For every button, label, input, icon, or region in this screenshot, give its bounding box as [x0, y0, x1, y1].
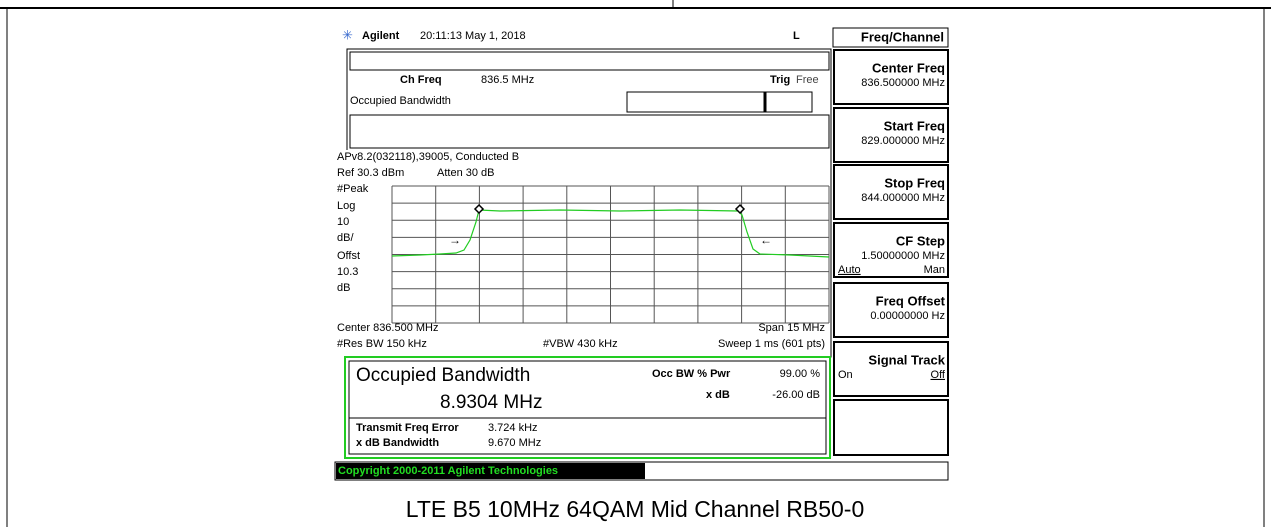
tfe: 3.724 kHz [488, 422, 538, 434]
xdb: -26.00 dB [772, 389, 820, 401]
softkey [833, 164, 949, 220]
occ-bw: 99.00 % [780, 368, 821, 380]
scale-label: Offst [337, 250, 360, 262]
indicator: L [793, 30, 800, 42]
softkey-option: Auto [838, 264, 861, 276]
xdb-bw: 9.670 MHz [488, 437, 541, 449]
softkey [833, 282, 949, 338]
vbw: #VBW 430 kHz [543, 338, 618, 350]
softkey-option: Man [924, 264, 945, 276]
softkey-label: Stop Freq [884, 175, 945, 190]
softkey-label: Start Freq [884, 118, 945, 133]
softkey-value: 1.50000000 MHz [861, 250, 945, 262]
softkey-value: 836.500000 MHz [861, 77, 945, 89]
menu-title-box [832, 27, 949, 48]
brand: Agilent [362, 30, 400, 42]
spectrum-trace [391, 209, 830, 258]
softkey [833, 107, 949, 163]
scale-label: #Peak [337, 183, 369, 195]
softkey-label: CF Step [896, 233, 945, 248]
scale-label: 10 [337, 216, 349, 228]
status-box [349, 51, 830, 71]
trig-mode: Free [796, 74, 819, 86]
softkey-value: 844.000000 MHz [861, 192, 945, 204]
timestamp: 20:11:13 May 1, 2018 [420, 30, 526, 42]
copyright: Copyright 2000-2011 Agilent Technologies [338, 465, 558, 477]
results-title: Occupied Bandwidth [356, 365, 530, 386]
span: Span 15 MHz [758, 322, 825, 334]
softkey-label: Signal Track [868, 352, 945, 367]
attenuation: Atten 30 dB [437, 167, 495, 179]
marker [473, 203, 485, 215]
progress-box [626, 91, 813, 113]
scale-label: dB [337, 282, 350, 294]
copyright-bar [334, 461, 949, 481]
results-inner [348, 360, 827, 455]
xdb-bw-label: x dB Bandwidth [356, 437, 439, 449]
marker-arrow: → [449, 233, 461, 247]
sweep: Sweep 1 ms (601 pts) [718, 338, 825, 350]
info: APv8.2(032118),39005, Conducted B [337, 151, 519, 163]
softkey [833, 222, 949, 278]
res-bw: #Res BW 150 kHz [337, 338, 427, 350]
logo-icon: ✳ [342, 27, 353, 42]
measurement-name: Occupied Bandwidth [350, 95, 451, 107]
scale-label: 10.3 [337, 266, 358, 278]
menu-title: Freq/Channel [861, 29, 944, 44]
softkey-option: On [838, 369, 853, 381]
softkey-label: Freq Offset [876, 293, 946, 308]
softkeys: Center Freq 836.500000 MHz Start Freq 829.0… [833, 49, 949, 456]
xdb-label: x dB [706, 389, 730, 401]
softkey [833, 49, 949, 105]
caption: LTE B5 10MHz 64QAM Mid Channel RB50-0 [406, 496, 865, 522]
softkey-label: Center Freq [872, 60, 945, 75]
results-box [344, 356, 831, 459]
softkey [833, 341, 949, 397]
trig-label: Trig [770, 74, 790, 86]
scale-label: Log [337, 200, 355, 212]
softkey [833, 399, 949, 456]
marker [734, 203, 746, 215]
ch-freq: 836.5 MHz [481, 74, 534, 86]
tfe-label: Transmit Freq Error [356, 422, 459, 434]
ch-freq-label: Ch Freq [400, 74, 442, 86]
copyright-bg [336, 463, 645, 479]
center-freq: Center 836.500 MHz [337, 322, 439, 334]
softkey-value: 829.000000 MHz [861, 135, 945, 147]
softkey-value: 0.00000000 Hz [870, 310, 945, 322]
graticule [391, 185, 830, 324]
mask [336, 150, 348, 360]
ref-level: Ref 30.3 dBm [337, 167, 404, 179]
scale-label: dB/ [337, 232, 354, 244]
message-box [349, 114, 830, 149]
softkey-option: Off [931, 369, 946, 381]
results-value: 8.9304 MHz [440, 392, 542, 413]
marker-arrow: ← [760, 233, 772, 247]
occ-bw-label: Occ BW % Pwr [652, 368, 731, 380]
